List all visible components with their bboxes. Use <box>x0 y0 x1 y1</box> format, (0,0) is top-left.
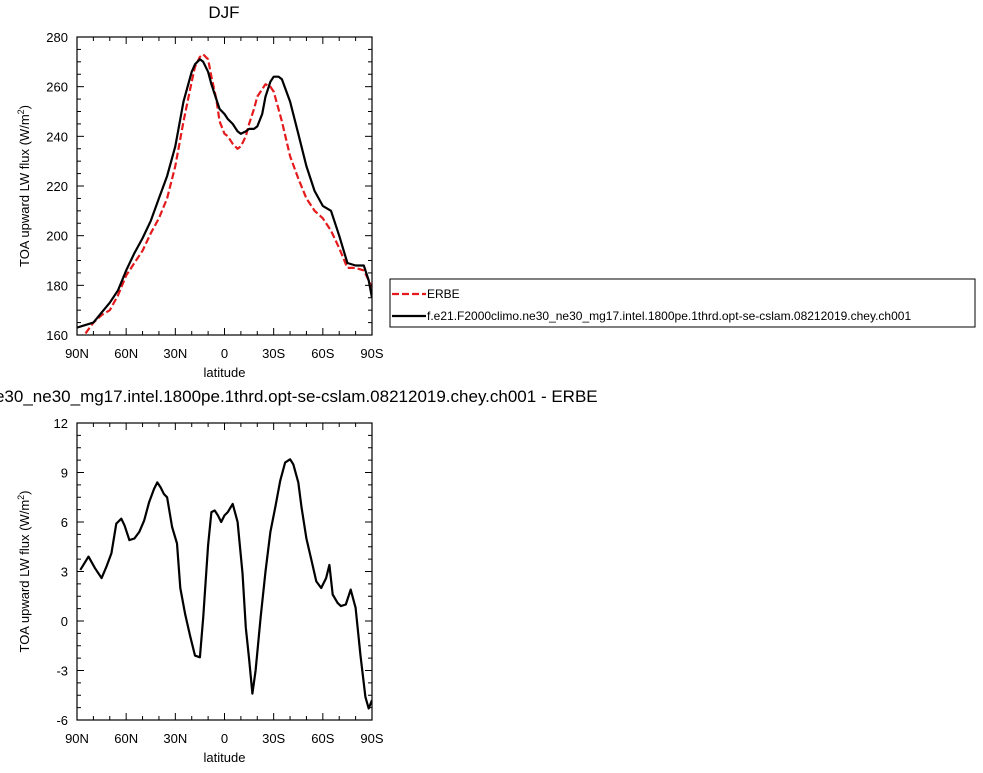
series-line-1 <box>81 53 372 335</box>
x-tick-label: 60N <box>114 346 138 361</box>
legend: ERBE f.e21.F2000climo.ne30_ne30_mg17.inte… <box>389 278 976 328</box>
y-axis-label-tail: ) <box>17 105 32 109</box>
y-axis-label: TOA upward LW flux (W/m2) <box>16 105 32 267</box>
top-plot: DJF 90N 60N 30N 0 30S 60S 90S 160 180 200 220 240 260… <box>16 3 384 380</box>
x-axis-label: latitude <box>204 365 246 380</box>
y-tick-label: -3 <box>56 664 68 679</box>
series-line-1 <box>79 458 372 710</box>
x-tick-label: 30S <box>262 731 285 746</box>
y-tick-label: 220 <box>46 179 68 194</box>
y-tick-label: 0 <box>61 614 68 629</box>
y-tick-label: 9 <box>61 466 68 481</box>
legend-label-2: f.e21.F2000climo.ne30_ne30_mg17.intel.18… <box>427 309 911 323</box>
y-axis-label-tail: ) <box>17 490 32 494</box>
y-tick-label: 280 <box>46 30 68 45</box>
y-axis-label-sup: 2 <box>16 109 26 114</box>
x-tick-label: 30N <box>163 346 187 361</box>
y-axis-label-sup: 2 <box>16 495 26 500</box>
x-tick-label: 60S <box>311 731 334 746</box>
y-tick-label: 240 <box>46 129 68 144</box>
x-tick-label: 90S <box>360 346 383 361</box>
x-tick-label: 0 <box>221 731 228 746</box>
x-tick-label: 30S <box>262 346 285 361</box>
x-tick-label: 90S <box>360 731 383 746</box>
x-tick-label: 60S <box>311 346 334 361</box>
bottom-plot: f.e21.F2000climo.ne30_ne30_mg17.intel.18… <box>0 387 598 765</box>
x-tick-label: 0 <box>221 346 228 361</box>
y-tick-label: 200 <box>46 229 68 244</box>
y-tick-label: -6 <box>56 713 68 728</box>
y-axis-label-text: TOA upward LW flux (W/m <box>17 114 32 267</box>
y-tick-label: 180 <box>46 278 68 293</box>
series-line-2 <box>77 58 372 329</box>
x-axis-label: latitude <box>204 750 246 765</box>
y-tick-label: 260 <box>46 80 68 95</box>
y-tick-label: 160 <box>46 328 68 343</box>
x-tick-label: 60N <box>114 731 138 746</box>
x-tick-label: 90N <box>65 731 89 746</box>
plot-title: f.e21.F2000climo.ne30_ne30_mg17.intel.18… <box>0 387 598 406</box>
x-tick-label: 30N <box>163 731 187 746</box>
y-tick-label: 12 <box>54 416 68 431</box>
y-axis-label: TOA upward LW flux (W/m2) <box>16 490 32 652</box>
y-tick-label: 6 <box>61 515 68 530</box>
plot-title: DJF <box>208 3 239 22</box>
x-tick-label: 90N <box>65 346 89 361</box>
legend-label-1: ERBE <box>427 287 460 301</box>
y-axis-label-text: TOA upward LW flux (W/m <box>17 500 32 653</box>
y-tick-label: 3 <box>61 565 68 580</box>
legend-box <box>389 278 976 328</box>
